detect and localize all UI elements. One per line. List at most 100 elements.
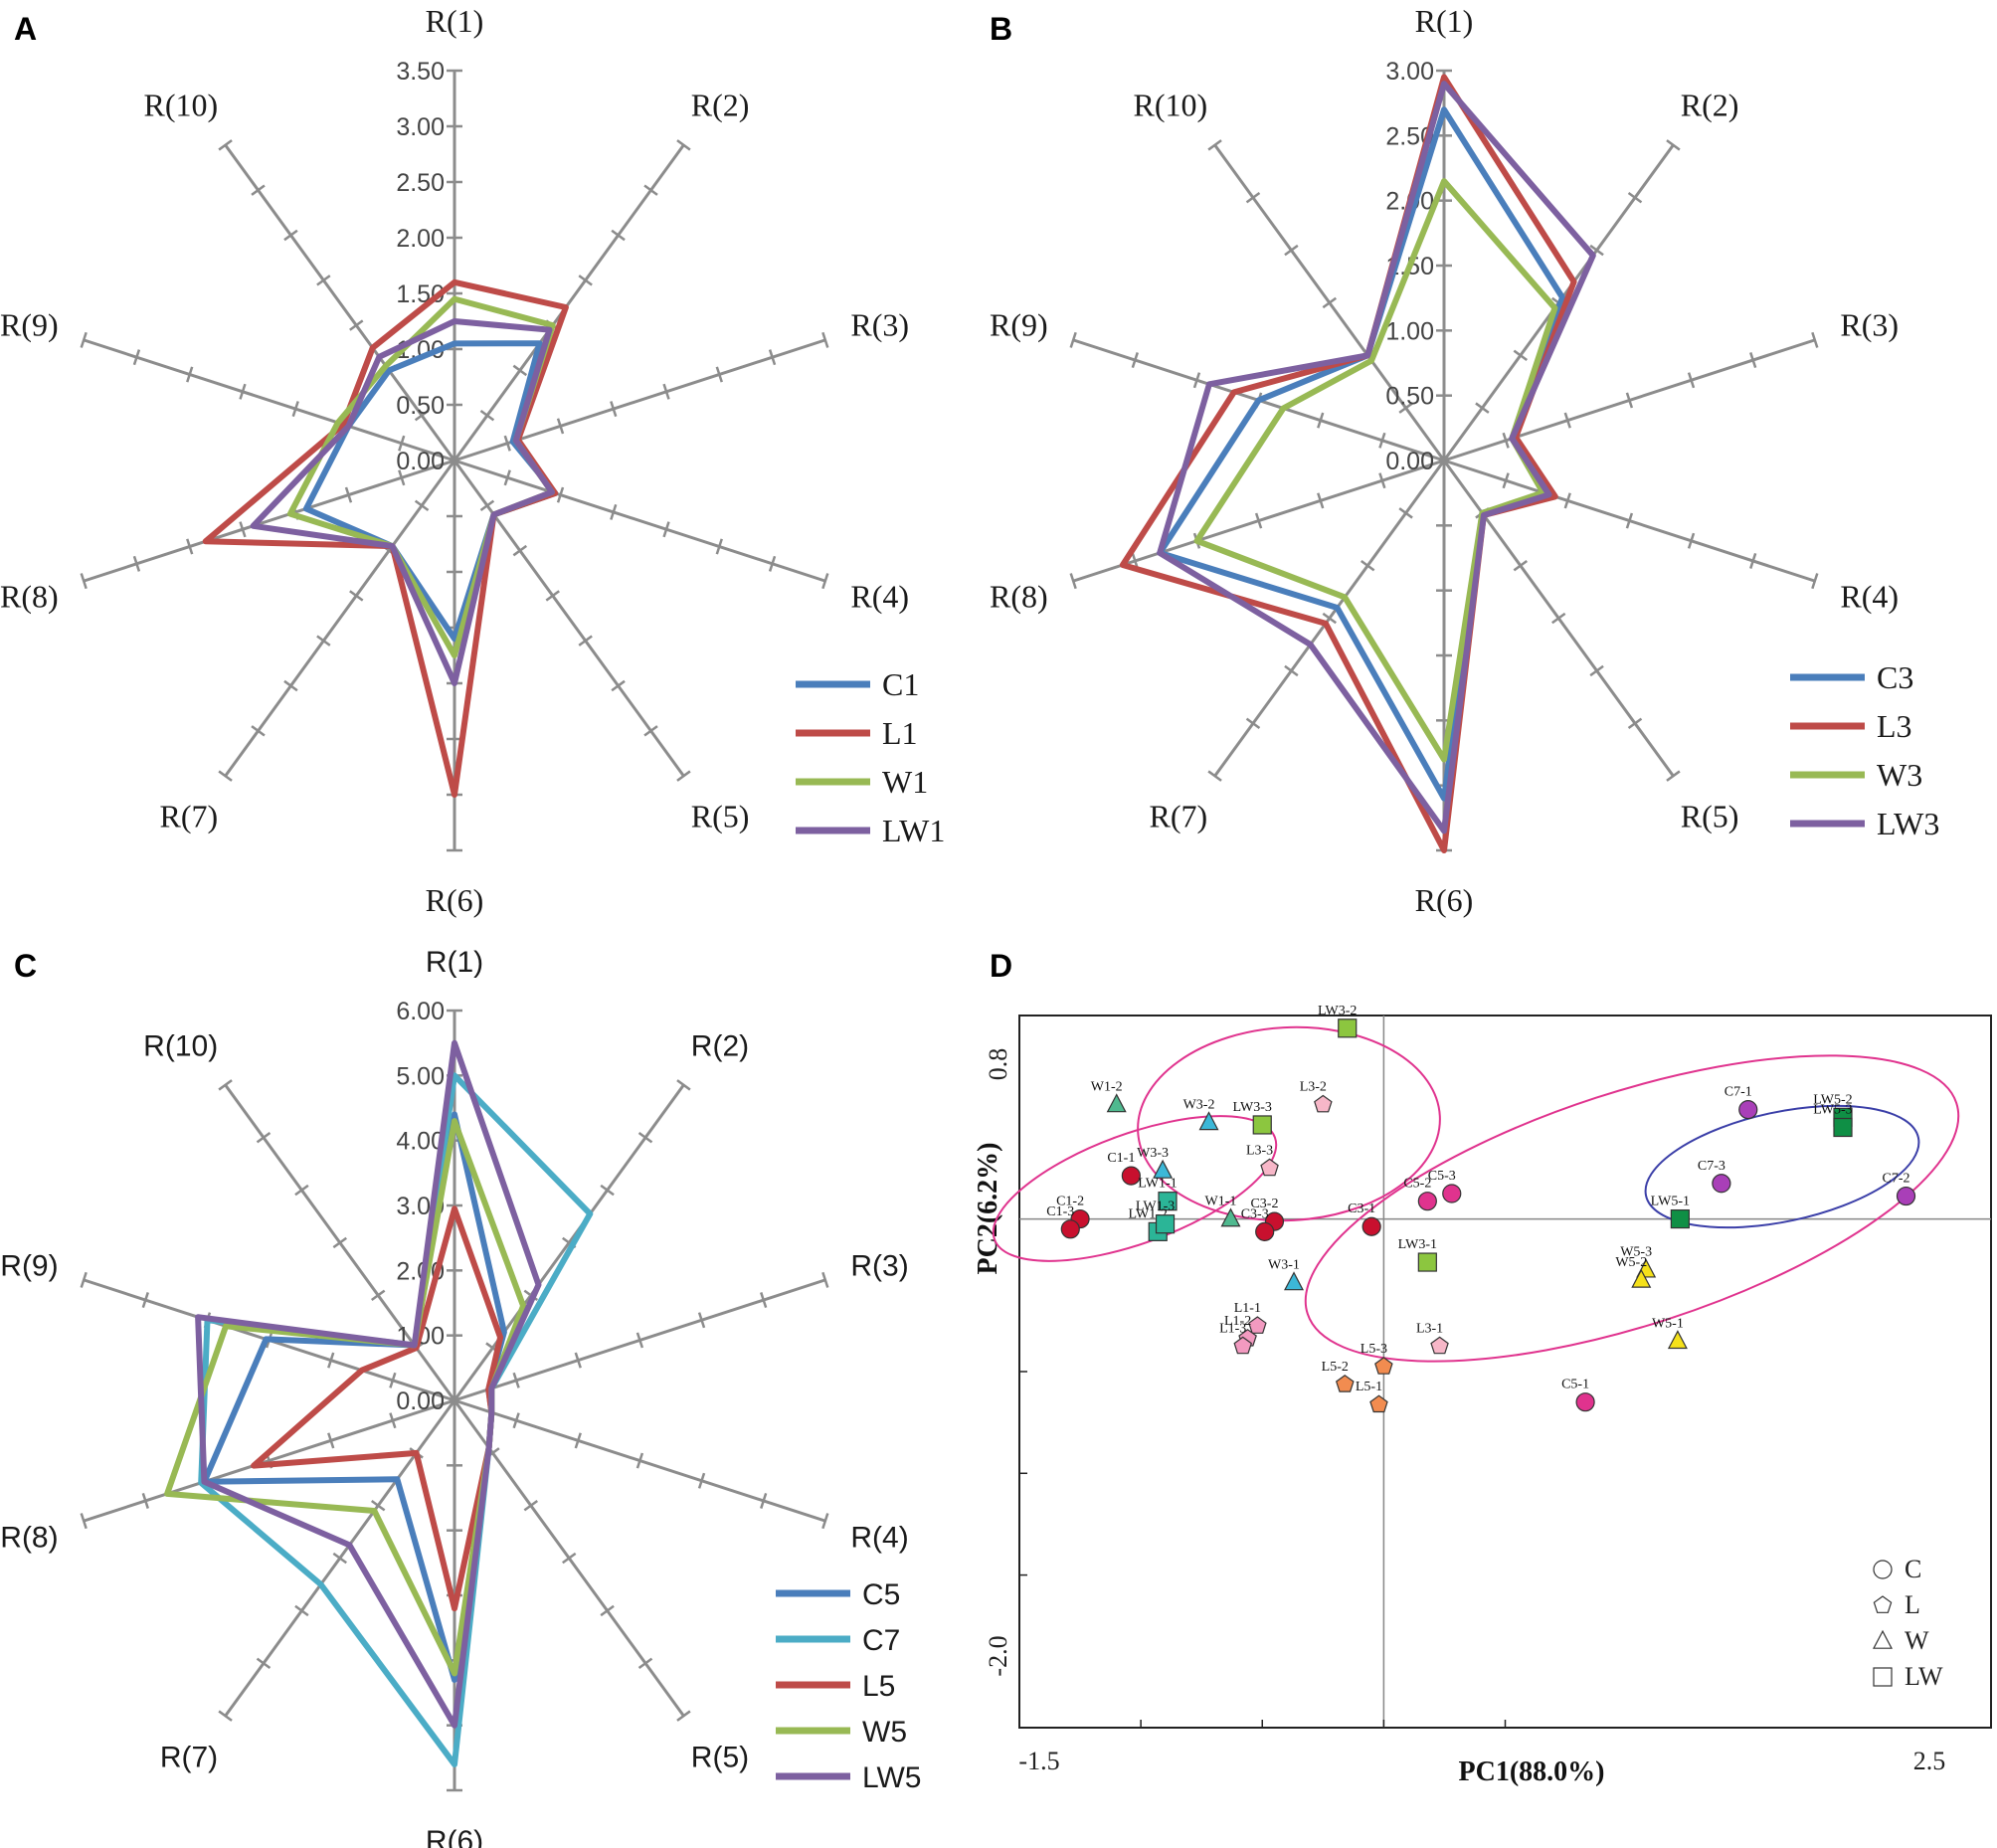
- spoke-tick: [327, 1432, 335, 1449]
- point-label: L3-3: [1246, 1143, 1273, 1158]
- data-point: [1060, 1219, 1080, 1239]
- data-point: [1896, 1186, 1916, 1206]
- spoke-tick: [1666, 139, 1681, 151]
- spoke-tick: [1513, 559, 1529, 572]
- legend-label: C7: [862, 1624, 900, 1657]
- spoke-tick: [1749, 352, 1757, 369]
- spoke-tick: [676, 1079, 691, 1091]
- spoke-label: R(9): [990, 306, 1048, 342]
- spoke-tick: [1687, 532, 1696, 549]
- legend-label: W1: [882, 764, 928, 800]
- spoke-tick: [821, 573, 829, 590]
- legend-label: L3: [1877, 708, 1912, 744]
- legend-label: C5: [862, 1578, 900, 1611]
- spoke-label: R(4): [1840, 579, 1899, 615]
- panel-b: B R(1) R(2) R(3) R(4) R(5) R(6) R(7) R(8) R(9) R(1…: [990, 3, 1939, 918]
- radial-tick-label: 3.50: [396, 58, 445, 86]
- spoke-tick: [349, 319, 364, 331]
- spoke-tick: [349, 590, 364, 602]
- spoke-axis: [83, 338, 455, 462]
- spoke-tick: [1378, 432, 1386, 449]
- point-label: L5-3: [1361, 1342, 1387, 1357]
- spoke-tick: [218, 1710, 233, 1722]
- spoke-tick: [768, 555, 777, 572]
- data-point: [1338, 1018, 1358, 1038]
- spoke-tick: [611, 229, 626, 242]
- spoke-label: R(10): [144, 87, 219, 122]
- spoke-tick: [251, 184, 266, 196]
- legend-label: L1: [882, 715, 918, 751]
- legend-label: W3: [1877, 757, 1922, 793]
- spoke-tick: [283, 229, 298, 242]
- data-point: [1335, 1375, 1355, 1392]
- point-label: W1-1: [1205, 1195, 1237, 1209]
- data-point: [1712, 1174, 1731, 1194]
- data-point: [1442, 1184, 1462, 1203]
- point-label: C3-1: [1348, 1201, 1375, 1216]
- data-point: [1198, 1111, 1219, 1131]
- spoke-tick: [503, 469, 511, 486]
- panel-a: A R(1) R(2) R(3) R(4) R(5) R(6) R(7) R(8) R(9) R(1…: [0, 3, 945, 918]
- legend-marker: [1873, 1629, 1893, 1649]
- data-point: [1220, 1207, 1241, 1227]
- data-point: [1362, 1216, 1381, 1236]
- spoke-label: R(3): [1840, 306, 1899, 342]
- spoke-tick: [294, 1604, 309, 1617]
- data-point: [1575, 1392, 1595, 1412]
- spoke-tick: [218, 1079, 233, 1091]
- spoke-tick: [643, 184, 658, 196]
- data-point: [1255, 1221, 1275, 1241]
- spoke-tick: [1207, 770, 1222, 782]
- spoke-tick: [132, 555, 141, 572]
- spoke-label: R(6): [1415, 882, 1474, 918]
- spoke-tick: [512, 1412, 520, 1429]
- legend-label: C: [1905, 1555, 1921, 1583]
- spoke-tick: [574, 1352, 582, 1369]
- spoke-tick: [512, 364, 528, 377]
- spoke-tick: [1811, 573, 1819, 590]
- series-line-w3: [1193, 178, 1558, 763]
- data-point: [1374, 1357, 1393, 1375]
- spoke-axis: [453, 143, 685, 462]
- spoke-tick: [768, 349, 777, 366]
- spoke-label: R(8): [0, 1522, 58, 1555]
- spoke-tick: [1317, 492, 1325, 509]
- data-point: [1314, 1094, 1333, 1113]
- spoke-label: R(5): [691, 1742, 749, 1774]
- data-point: [1738, 1100, 1758, 1120]
- spoke-tick: [1398, 402, 1413, 414]
- spoke-tick: [715, 538, 723, 555]
- data-point: [1430, 1336, 1449, 1355]
- data-point: [1252, 1115, 1272, 1135]
- panel-letter: B: [990, 11, 1012, 47]
- spoke-tick: [600, 1184, 615, 1197]
- data-point: [1248, 1316, 1267, 1334]
- spoke-tick: [1625, 512, 1634, 529]
- spoke-tick: [1563, 492, 1571, 509]
- spoke-tick: [760, 1492, 768, 1509]
- spoke-tick: [574, 1432, 582, 1449]
- spoke-label: R(3): [850, 306, 909, 342]
- spoke-tick: [600, 1604, 615, 1617]
- point-label: LW5-2: [1813, 1092, 1852, 1107]
- spoke-tick: [80, 573, 88, 590]
- spoke-tick: [1749, 552, 1757, 569]
- spoke-tick: [1627, 717, 1643, 729]
- spoke-tick: [512, 544, 528, 557]
- data-point: [1284, 1271, 1304, 1291]
- point-label: L3-2: [1300, 1080, 1327, 1095]
- spoke-tick: [610, 503, 618, 520]
- legend-label: LW5: [862, 1761, 921, 1794]
- panel-letter: C: [14, 948, 37, 984]
- radial-tick-label: 1.00: [1385, 317, 1434, 345]
- point-label: C5-2: [1403, 1177, 1431, 1192]
- spoke-tick: [1589, 664, 1604, 677]
- spoke-tick: [389, 1412, 397, 1429]
- data-point: [1670, 1208, 1690, 1229]
- point-label: C3-3: [1241, 1206, 1269, 1221]
- point-label: C1-2: [1056, 1195, 1084, 1209]
- spoke-tick: [1284, 664, 1299, 677]
- spoke-tick: [389, 1372, 397, 1388]
- spoke-tick: [512, 1372, 520, 1388]
